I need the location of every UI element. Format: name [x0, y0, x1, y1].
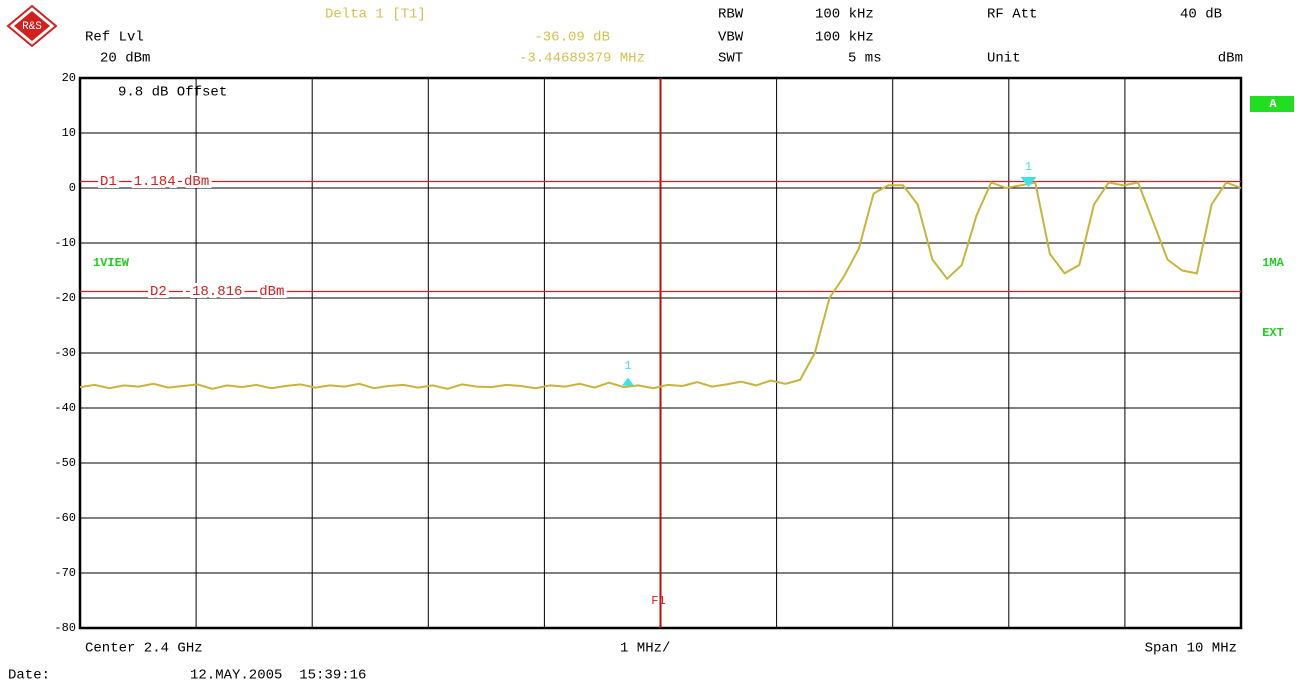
- per-div-label: 1 MHz/: [620, 641, 670, 657]
- y-tick-label: -50: [54, 456, 76, 470]
- y-tick-label: -40: [54, 401, 76, 415]
- y-tick-label: -60: [54, 511, 76, 525]
- display-line-label: D1 1.184 dBm: [100, 174, 209, 190]
- ref-label: Ref Lvl: [85, 30, 144, 46]
- trace: [79, 181, 1242, 390]
- swt-value: 5 ms: [848, 51, 882, 67]
- date: 12.MAY.2005 15:39:16: [190, 668, 366, 684]
- y-tick-label: -70: [54, 566, 76, 580]
- logo: R&S: [6, 4, 58, 48]
- marker-label: 1: [624, 359, 631, 373]
- display-line-label: D2 -18.816 dBm: [150, 284, 284, 300]
- marker: [1020, 177, 1037, 188]
- vbw-label: VBW: [718, 30, 744, 46]
- marker-level: -36.09 dB: [534, 30, 610, 46]
- date-label: Date:: [8, 668, 50, 684]
- marker-title: Delta 1 [T1]: [325, 7, 426, 23]
- vbw-value: 100 kHz: [815, 30, 874, 46]
- y-tick-label: 10: [62, 126, 76, 140]
- svg-text:R&S: R&S: [22, 21, 42, 33]
- side-badge: [1250, 96, 1294, 112]
- rf-att-value: 40 dB: [1180, 7, 1222, 23]
- rbw-label: RBW: [718, 7, 744, 23]
- y-tick-label: -20: [54, 291, 76, 305]
- y-tick-label: -30: [54, 346, 76, 360]
- side-label: EXT: [1262, 326, 1284, 340]
- frequency-line-label: F1: [651, 594, 665, 608]
- rf-att-label: RF Att: [987, 7, 1037, 23]
- marker: [621, 377, 634, 386]
- marker-label: 1: [1025, 160, 1032, 174]
- unit-label: Unit: [987, 51, 1021, 67]
- rbw-value: 100 kHz: [815, 7, 874, 23]
- marker-freq: -3.44689379 MHz: [519, 51, 645, 67]
- center-label: Center 2.4 GHz: [85, 641, 203, 657]
- side-label: A: [1269, 97, 1277, 111]
- y-tick-label: 20: [62, 71, 76, 85]
- swt-label: SWT: [718, 51, 743, 67]
- y-tick-label: -10: [54, 236, 76, 250]
- side-label: 1MA: [1262, 256, 1284, 270]
- view-label: 1VIEW: [93, 256, 130, 270]
- y-tick-label: 0: [69, 181, 76, 195]
- span-label: Span 10 MHz: [1145, 641, 1237, 657]
- ref-value: 20 dBm: [100, 51, 150, 67]
- offset-label: 9.8 dB Offset: [118, 85, 227, 101]
- unit-value: dBm: [1218, 51, 1243, 67]
- y-tick-label: -80: [54, 621, 76, 635]
